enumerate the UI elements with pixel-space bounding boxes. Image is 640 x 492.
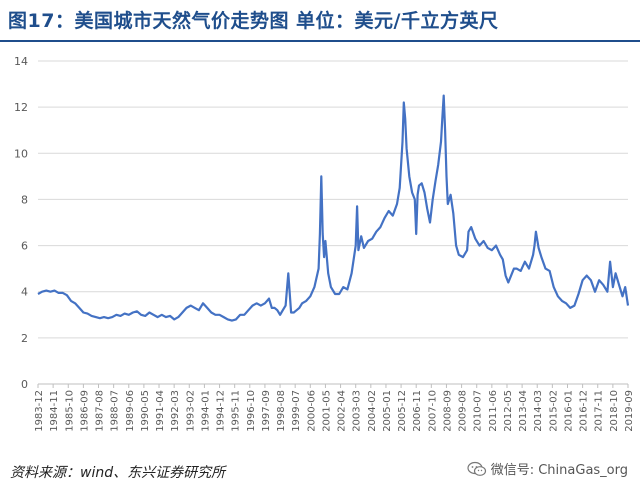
x-tick-label: 1996-10 — [246, 390, 257, 432]
x-tick-label: 2011-06 — [488, 390, 499, 432]
x-tick-label: 1994-12 — [216, 390, 227, 432]
x-tick-label: 2016-12 — [579, 390, 590, 432]
x-tick-label: 1985-10 — [64, 390, 75, 432]
x-tick-label: 1990-05 — [140, 390, 151, 432]
y-tick-label: 14 — [14, 55, 28, 68]
x-tick-label: 2005-12 — [397, 390, 408, 432]
x-tick-label: 2008-09 — [442, 390, 453, 432]
x-tick-label: 2017-11 — [594, 390, 605, 432]
y-tick-label: 0 — [21, 378, 28, 391]
wechat-icon — [467, 461, 486, 476]
wechat-watermark: 微信号: ChinaGas_org — [467, 459, 628, 478]
x-tick-label: 1984-11 — [49, 390, 60, 432]
x-tick-label: 2010-07 — [473, 390, 484, 432]
x-tick-label: 1997-09 — [261, 390, 272, 432]
y-tick-label: 10 — [14, 147, 28, 160]
x-tick-label: 2014-03 — [533, 390, 544, 432]
x-tick-label: 2000-06 — [306, 390, 317, 432]
x-tick-label: 1994-01 — [200, 390, 211, 432]
x-tick-label: 2003-03 — [352, 390, 363, 432]
x-tick-label: 2004-02 — [367, 390, 378, 432]
title-divider — [0, 40, 640, 42]
x-tick-label: 2009-08 — [458, 390, 469, 432]
x-tick-label: 2015-02 — [548, 390, 559, 432]
x-tick-label: 2001-05 — [321, 390, 332, 432]
x-tick-label: 2016-01 — [563, 390, 574, 432]
x-tick-label: 1987-08 — [95, 390, 106, 432]
y-tick-label: 4 — [21, 286, 28, 299]
x-tick-label: 2002-04 — [337, 390, 348, 432]
series-line — [37, 94, 630, 322]
x-tick-label: 1992-03 — [170, 390, 181, 432]
x-tick-label: 2007-10 — [427, 390, 438, 432]
x-tick-label: 1989-06 — [125, 390, 136, 432]
x-tick-label: 1998-08 — [276, 390, 287, 432]
x-tick-label: 2012-05 — [503, 390, 514, 432]
chart-title: 图17：美国城市天然气价走势图 单位：美元/千立方英尺 — [8, 10, 499, 32]
x-tick-label: 2019-09 — [624, 390, 635, 432]
y-tick-label: 6 — [21, 240, 28, 253]
x-tick-label: 1991-04 — [155, 390, 166, 432]
x-tick-label: 2005-01 — [382, 390, 393, 432]
x-tick-label: 1988-07 — [110, 390, 121, 432]
x-tick-label: 1999-07 — [291, 390, 302, 432]
x-tick-label: 2006-11 — [412, 390, 423, 432]
x-tick-label: 2013-04 — [518, 390, 529, 432]
x-tick-label: 1986-09 — [79, 390, 90, 432]
x-tick-label: 2018-10 — [609, 390, 620, 432]
y-tick-label: 2 — [21, 332, 28, 345]
x-tick-label: 1993-02 — [185, 390, 196, 432]
y-tick-label: 8 — [21, 193, 28, 206]
source-note: 资料来源：wind、东兴证券研究所 — [10, 465, 226, 481]
x-tick-label: 1983-12 — [34, 390, 45, 432]
y-tick-label: 12 — [14, 101, 28, 114]
x-tick-label: 1995-11 — [231, 390, 242, 432]
wechat-id: 微信号: ChinaGas_org — [490, 463, 628, 478]
line-chart: 0 2 4 6 8 10 12 14 1983-12 1984-11 1985-10 1986-09 1… — [14, 55, 635, 432]
